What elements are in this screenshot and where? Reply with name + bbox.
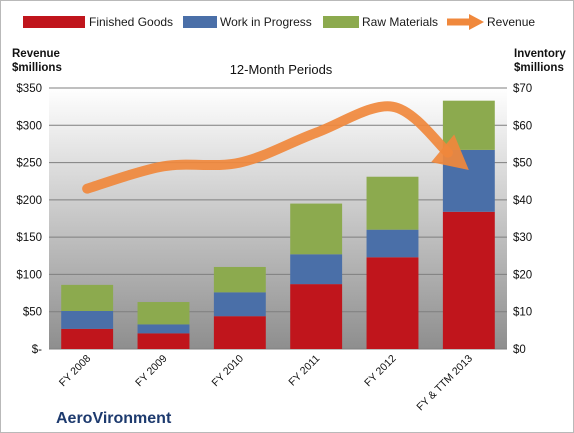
right-tick-label: $50 [513, 158, 532, 170]
bar-work-in-progress [213, 292, 266, 317]
bar-finished-goods [366, 257, 419, 349]
left-tick-label: $300 [16, 120, 42, 132]
revenue-arrowhead [431, 134, 469, 171]
plot-area [49, 88, 507, 349]
right-tick-label: $0 [513, 344, 526, 356]
left-tick-label: $100 [16, 269, 42, 281]
category-label: FY 2011 [286, 353, 322, 389]
bar-finished-goods [442, 211, 495, 349]
bars [61, 100, 495, 349]
bar-finished-goods [213, 316, 266, 349]
revenue-line [82, 101, 469, 194]
right-tick-label: $30 [513, 232, 532, 244]
right-tick-label: $20 [513, 269, 532, 281]
bar-raw-materials [137, 302, 190, 325]
bar-work-in-progress [366, 229, 419, 258]
legend-swatch-work-in-progress [183, 16, 217, 28]
company-name: AeroVironment [56, 410, 172, 427]
bar-work-in-progress [290, 254, 343, 285]
bar-work-in-progress [61, 310, 114, 329]
right-axis-title-line2: $millions [514, 62, 564, 74]
legend-label-revenue: Revenue [487, 15, 535, 29]
right-axis-title-line1: Inventory [514, 48, 566, 60]
legend-swatch-finished-goods [23, 16, 85, 28]
left-axis-title-line1: Revenue [12, 48, 60, 60]
bar-finished-goods [61, 328, 114, 349]
chart-subtitle: 12-Month Periods [230, 62, 333, 77]
bar-work-in-progress [137, 324, 190, 334]
legend-label-finished-goods: Finished Goods [89, 15, 173, 29]
category-label: FY 2009 [133, 353, 170, 390]
right-tick-label: $40 [513, 195, 532, 207]
right-tick-label: $60 [513, 120, 532, 132]
legend: Finished Goods Work in Progress Raw Mate… [23, 14, 535, 30]
left-tick-label: $200 [16, 195, 42, 207]
revenue-line-path [82, 101, 453, 194]
left-axis-title-line2: $millions [12, 62, 62, 74]
left-tick-label: $- [32, 344, 42, 356]
legend-swatch-raw-materials [323, 16, 359, 28]
category-label: FY 2008 [57, 353, 94, 390]
left-tick-label: $350 [16, 83, 42, 95]
category-label: FY 2012 [362, 353, 399, 390]
bar-raw-materials [366, 176, 419, 230]
right-tick-label: $70 [513, 83, 532, 95]
right-axis-ticks: $0 $10 $20 $30 $40 $50 $60 $70 [513, 83, 532, 356]
bar-raw-materials [213, 266, 266, 293]
left-tick-label: $50 [23, 307, 42, 319]
bar-raw-materials [61, 284, 114, 311]
right-tick-label: $10 [513, 307, 532, 319]
left-axis-ticks: $- $50 $100 $150 $200 $250 $300 $350 [16, 83, 42, 356]
legend-arrow-revenue [447, 14, 484, 30]
category-labels: FY 2008 FY 2009 FY 2010 FY 2011 FY 2012 FY & … [57, 353, 475, 414]
bar-finished-goods [290, 284, 343, 349]
left-tick-label: $150 [16, 232, 42, 244]
bar-raw-materials [290, 203, 343, 255]
gridlines [49, 87, 507, 350]
category-label: FY 2010 [210, 353, 247, 390]
legend-label-work-in-progress: Work in Progress [220, 15, 312, 29]
left-tick-label: $250 [16, 158, 42, 170]
category-label: FY & TTM 2013 [414, 353, 475, 414]
bar-finished-goods [137, 333, 190, 349]
legend-label-raw-materials: Raw Materials [362, 15, 438, 29]
